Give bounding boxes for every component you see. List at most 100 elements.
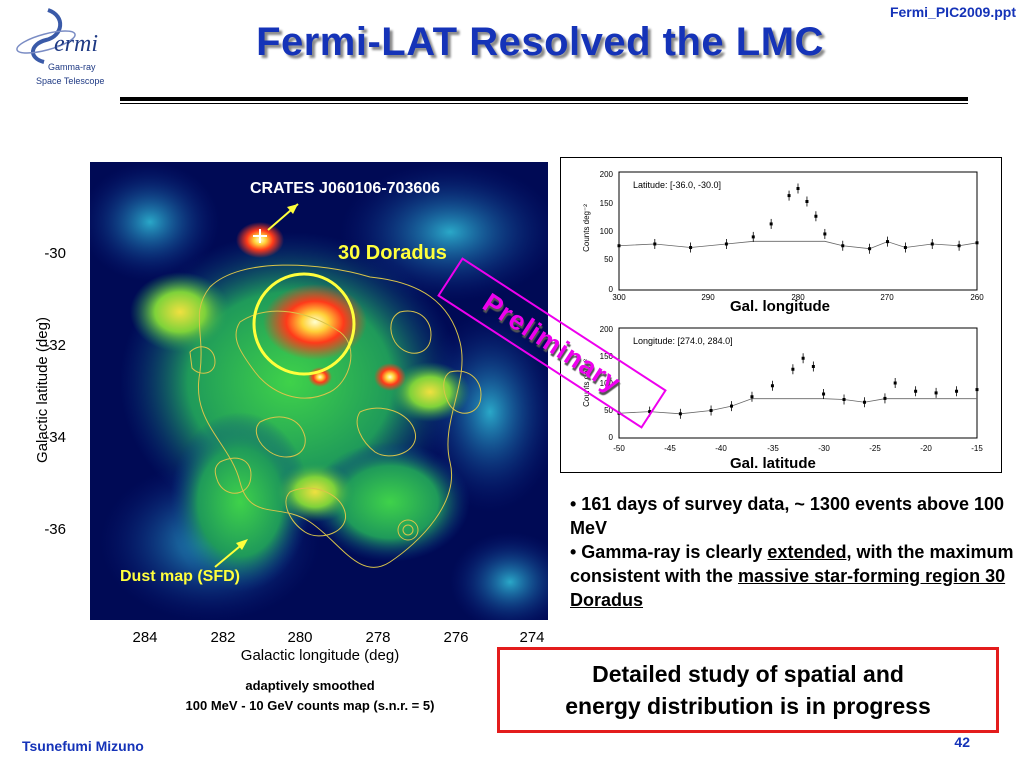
map-axes: -30 -32 -34 -36 284 282 280 278 276 274 … [34,245,545,664]
x-tick: -50 [613,444,625,453]
y-tick: 150 [600,352,614,361]
map-caption-line2: 100 MeV - 10 GeV counts map (s.n.r. = 5) [185,698,435,713]
page-title: Fermi-LAT Resolved the LMC [256,20,824,64]
data-point [883,396,887,400]
data-point [893,381,897,385]
profile-plots: Latitude: [-36.0, -30.0] Counts deg⁻² 20… [560,157,1002,473]
top-plot-ylabel: Counts deg⁻² [582,204,591,252]
data-point [791,367,795,371]
y-tick: 50 [604,255,613,264]
x-tick: 278 [365,629,390,646]
file-reference: Fermi_PIC2009.ppt [889,4,1016,20]
bottom-plot-xlabel: Gal. latitude [730,455,816,472]
data-point [805,200,809,203]
data-point [617,244,621,248]
svg-text:Gamma-ray: Gamma-ray [48,62,96,72]
bullet-survey: • 161 days of survey data, ~ 1300 events… [570,494,1005,538]
x-tick: 284 [132,629,157,646]
findings-list: • 161 days of survey data, ~ 1300 events… [570,492,1020,612]
data-point [689,246,693,250]
conclusion-line1: Detailed study of spatial and [592,661,904,687]
data-point [841,244,845,248]
x-tick: -45 [664,444,676,453]
dust-map-label: Dust map (SFD) [120,568,240,585]
y-tick: -32 [44,337,66,354]
y-tick: -36 [44,521,66,538]
title-rule-thin [120,103,968,104]
x-axis-label: Galactic longitude (deg) [241,647,399,664]
data-point [822,392,826,396]
x-tick: 282 [210,629,235,646]
data-point [678,412,682,416]
model-curve [618,240,978,250]
data-point [724,242,728,246]
data-point [648,410,652,414]
x-tick: -25 [869,444,881,453]
data-point [868,247,872,251]
crates-label: CRATES J060106-703606 [250,180,441,197]
x-tick: -35 [767,444,779,453]
data-point [955,389,959,393]
x-tick: 274 [519,629,544,646]
fermi-logo: ermi Gamma-ray Space Telescope [8,6,123,92]
data-point [823,232,827,236]
conclusion-box: Detailed study of spatial and energy dis… [497,647,999,733]
data-point [787,194,791,198]
data-point [914,389,918,393]
author-name: Tsunefumi Mizuno [22,738,144,754]
y-tick: -34 [44,429,66,446]
x-tick: -30 [818,444,830,453]
x-tick: -40 [715,444,727,453]
page-number: 42 [954,734,970,750]
y-tick: -30 [44,245,66,262]
y-tick: 200 [600,325,614,334]
y-tick: 0 [609,433,614,442]
data-point [957,244,961,248]
y-tick: 100 [600,379,614,388]
data-point [801,356,805,360]
x-tick: 280 [791,293,805,302]
x-tick: 270 [880,293,894,302]
map-caption-line1: adaptively smoothed [245,678,375,693]
data-point [811,365,815,368]
counts-map [90,162,548,620]
y-tick: 150 [600,199,614,208]
y-tick: 50 [604,406,613,415]
data-point [709,409,713,412]
bottom-plot-ylabel: Counts deg⁻² [582,359,591,407]
data-point [769,222,773,226]
data-point [814,214,818,218]
svg-text:ermi: ermi [54,31,98,57]
x-tick: -20 [920,444,932,453]
data-point [842,398,846,401]
bottom-plot-frame [618,327,978,439]
conclusion-line2: energy distribution is in progress [565,693,931,719]
data-point [653,242,657,246]
data-point [751,235,755,239]
top-plot-legend: Latitude: [-36.0, -30.0] [633,180,721,190]
y-tick: 0 [609,285,614,294]
svg-text:Space Telescope: Space Telescope [36,76,104,86]
data-point [862,400,866,404]
y-axis-label: Galactic latitude (deg) [34,317,51,463]
bottom-plot-legend: Longitude: [274.0, 284.0] [633,336,733,346]
x-tick: 280 [287,629,312,646]
bullet-extended: • Gamma-ray is clearly extended, with th… [570,542,1014,610]
data-point [750,395,754,399]
title-rule [120,97,968,101]
x-tick: 260 [970,293,984,302]
data-point [886,240,889,244]
data-point [975,388,979,392]
data-point [903,246,907,250]
data-point [730,404,734,408]
y-tick: 200 [600,170,614,179]
top-plot-frame [618,171,978,291]
x-tick: 300 [612,293,626,302]
data-point [770,384,774,388]
x-tick: -15 [971,444,983,453]
x-tick: 290 [701,293,715,302]
data-point [975,241,979,245]
data-point [930,242,934,246]
top-plot-xlabel: Gal. longitude [730,298,830,315]
doradus-circle [252,272,356,376]
